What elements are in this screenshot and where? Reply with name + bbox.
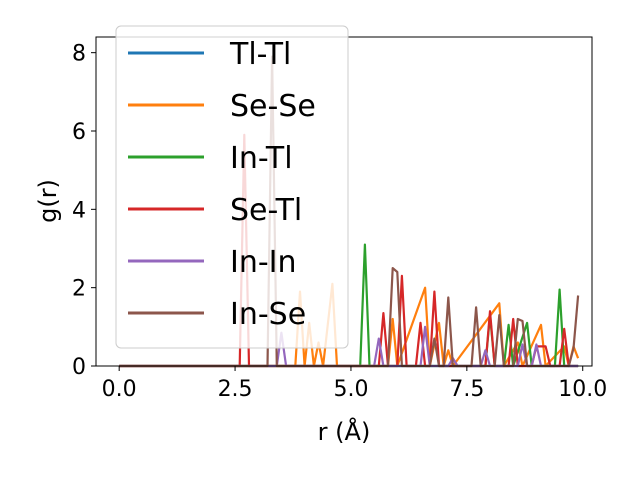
x-tick-label: 5.0 [333,377,368,402]
series-line-se-tl [119,133,579,368]
legend-label-se-tl: Se-Tl [230,193,302,228]
y-tick-label: 0 [72,355,86,380]
x-tick-label: 10.0 [558,377,607,402]
legend-label-in-tl: In-Tl [230,141,293,176]
legend-label-in-se: In-Se [230,297,306,332]
x-tick-label: 7.5 [449,377,484,402]
y-tick-label: 6 [72,120,86,145]
x-axis: 0.0 2.5 5.0 7.5 10.0 [102,366,607,402]
series-line-in-tl [119,243,579,368]
y-axis-label: g(r) [34,179,62,223]
legend-label-in-in: In-In [230,245,297,280]
y-tick-label: 8 [72,42,86,67]
y-tick-label: 4 [72,198,86,223]
legend-label-se-se: Se-Se [230,89,316,124]
legend: Tl-Tl Se-Se In-Tl Se-Tl In-In In-Se [115,25,349,349]
x-tick-label: 2.5 [218,377,253,402]
y-tick-label: 2 [72,277,86,302]
legend-label-tl-tl: Tl-Tl [229,37,291,72]
x-tick-label: 0.0 [102,377,137,402]
y-axis: 0 2 4 6 8 [72,42,96,380]
x-axis-label: r (Å) [318,417,371,446]
